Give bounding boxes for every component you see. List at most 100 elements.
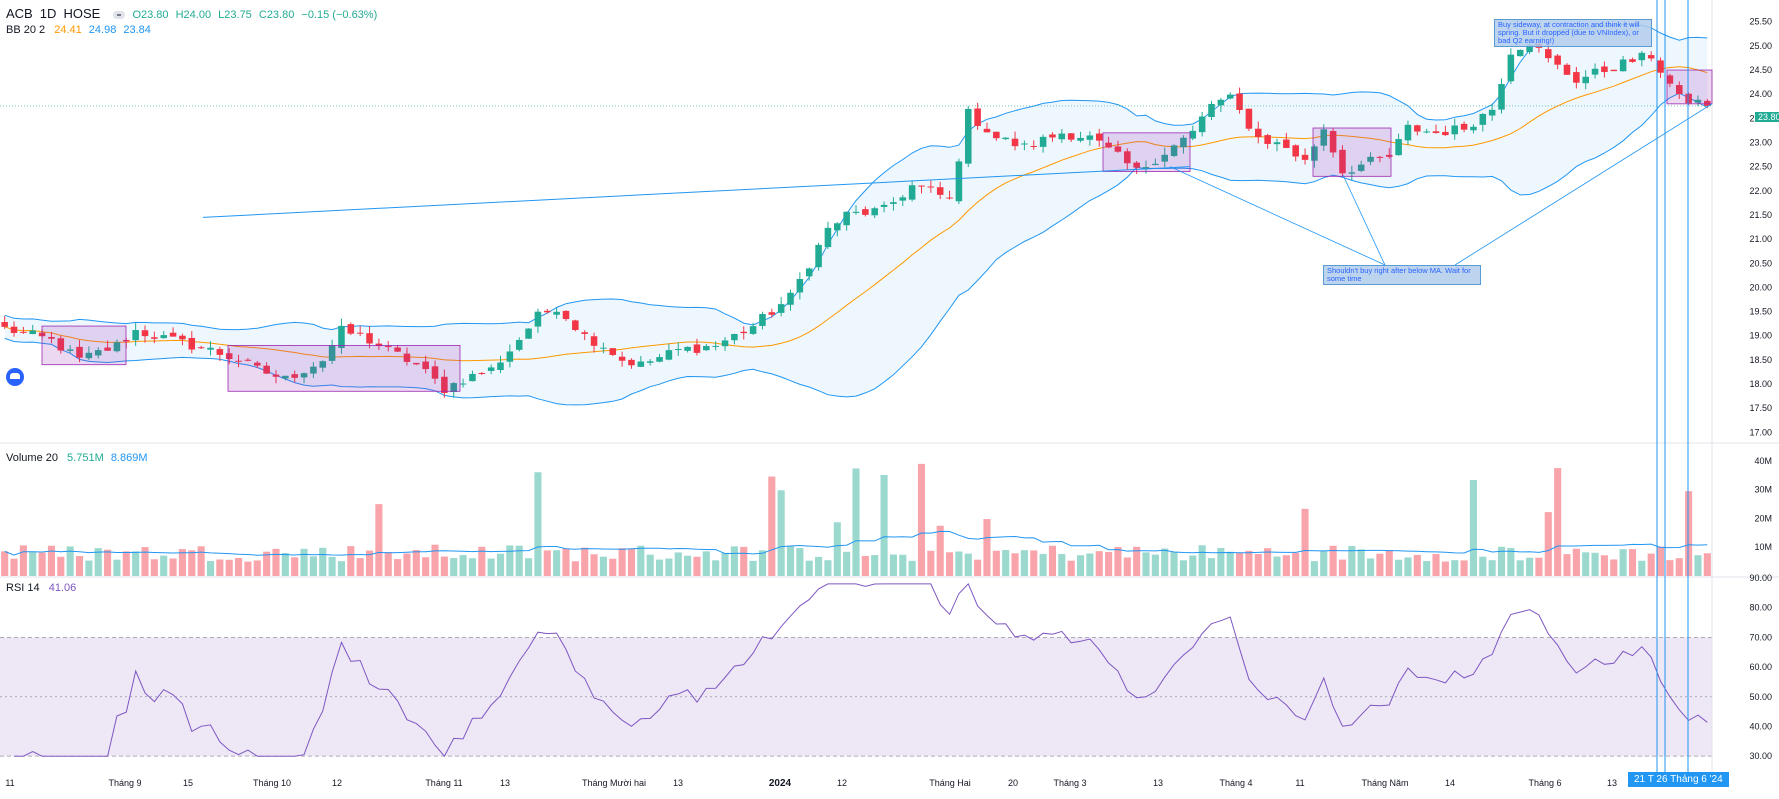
volume-bar (655, 559, 664, 576)
volume-bar (1142, 552, 1150, 576)
candle-body (1273, 142, 1281, 145)
volume-bar (777, 490, 785, 576)
annotation-arrow (1342, 174, 1386, 266)
ohlc-change: −0.15 (−0.63%) (301, 9, 378, 21)
last-price-tag: 23.80 (1755, 112, 1779, 122)
symbol-name[interactable]: ACB (6, 6, 33, 21)
volume-bar (1245, 550, 1253, 576)
candle-body (76, 346, 83, 358)
volume-bar (1656, 546, 1665, 576)
volume-bar (1039, 553, 1047, 576)
candle-body (1254, 128, 1262, 137)
volume-bar (328, 556, 336, 576)
candle-body (338, 325, 345, 348)
bb-lower-value: 23.84 (123, 24, 151, 36)
exchange-label: HOSE (63, 6, 101, 21)
volume-bar (1329, 545, 1337, 576)
volume-bar (571, 561, 579, 576)
candle-body (272, 374, 280, 377)
candle-body (394, 347, 401, 352)
highlight-box (41, 325, 127, 366)
volume-bar (1526, 557, 1534, 576)
candle-body (478, 372, 486, 374)
candle-body (1152, 163, 1159, 166)
volume-bar (936, 525, 944, 576)
candle-body (665, 350, 673, 360)
volume-bar (1535, 557, 1543, 576)
note-bottom[interactable]: Shouldn't buy right after below MA. Wait… (1323, 265, 1481, 285)
volume-bar (1273, 556, 1281, 576)
candle-body (908, 185, 916, 200)
bb-lower-line (4, 92, 1708, 406)
volume-bar (534, 472, 542, 576)
ohlc-high: H24.00 (175, 9, 212, 21)
price-tick-label: 21.00 (1749, 234, 1772, 244)
candle-body (712, 345, 719, 347)
volume-bar (403, 553, 411, 576)
candle-body (291, 374, 298, 378)
ohlc-open: O23.80 (132, 9, 169, 21)
rsi-legend[interactable]: RSI 14 41.06 (6, 582, 76, 594)
candle-body (1395, 139, 1402, 156)
symbol-header: ACB 1D HOSE O23.80 H24.00 L23.75 C23.80 … (6, 6, 381, 21)
volume-bar (1310, 561, 1318, 576)
candle-body (656, 357, 663, 362)
volume-legend[interactable]: Volume 20 5.751M 8.869M (6, 452, 148, 464)
volume-bar (974, 559, 982, 576)
volume-bar (758, 550, 767, 576)
volume-bar (927, 550, 935, 576)
price-tick-label: 17.00 (1749, 427, 1772, 437)
candle-body (253, 362, 261, 366)
volume-bar (1254, 553, 1262, 576)
volume-bar (1582, 552, 1590, 576)
bb-legend[interactable]: BB 20 2 24.41 24.98 23.84 (6, 24, 151, 36)
volume-bar (450, 558, 458, 576)
volume-bar (263, 551, 271, 576)
candle-body (169, 332, 177, 337)
price-pane (0, 23, 1712, 406)
volume-bar (712, 560, 720, 576)
candle-body (487, 367, 495, 371)
volume-bar (627, 548, 636, 576)
price-tick-label: 25.50 (1749, 17, 1772, 27)
volume-bar (1619, 549, 1627, 576)
note-top[interactable]: Buy sideway, at contraction and think it… (1494, 19, 1652, 47)
volume-bar (983, 519, 991, 576)
candle-body (674, 349, 682, 351)
interval-label[interactable]: 1D (39, 6, 57, 21)
volume-bar (104, 549, 112, 576)
volume-bar (206, 561, 215, 576)
price-tick-label: 25.00 (1749, 41, 1772, 51)
volume-bar (1413, 554, 1421, 576)
volume-bar (1685, 491, 1693, 576)
candle-body (1675, 85, 1683, 94)
candle-body (48, 337, 55, 339)
volume-bar (955, 551, 963, 576)
rsi-label: RSI 14 (6, 582, 40, 594)
candle-body (955, 161, 963, 202)
candle-body (1619, 59, 1627, 72)
volume-bar (47, 545, 56, 576)
volume-bar (375, 504, 383, 576)
candle-body (572, 320, 579, 330)
candle-body (646, 361, 654, 363)
candle-body (66, 349, 74, 351)
candle-body (1049, 134, 1056, 138)
volume-bar (1086, 553, 1094, 576)
visibility-toggle-icon[interactable] (113, 11, 126, 20)
candle-body (422, 361, 429, 370)
volume-bar (1647, 553, 1655, 576)
candle-body (628, 359, 635, 366)
candle-body (375, 343, 383, 347)
rsi-pane (0, 583, 1712, 758)
candle-body (10, 326, 18, 333)
tradingview-logo-icon[interactable] (6, 368, 24, 386)
volume-bar (1236, 552, 1244, 576)
volume-bar (796, 548, 804, 576)
volume-bar (805, 560, 813, 576)
candle-body (132, 330, 139, 341)
volume-bar (319, 547, 327, 576)
time-tick-label: 11 (5, 778, 14, 788)
